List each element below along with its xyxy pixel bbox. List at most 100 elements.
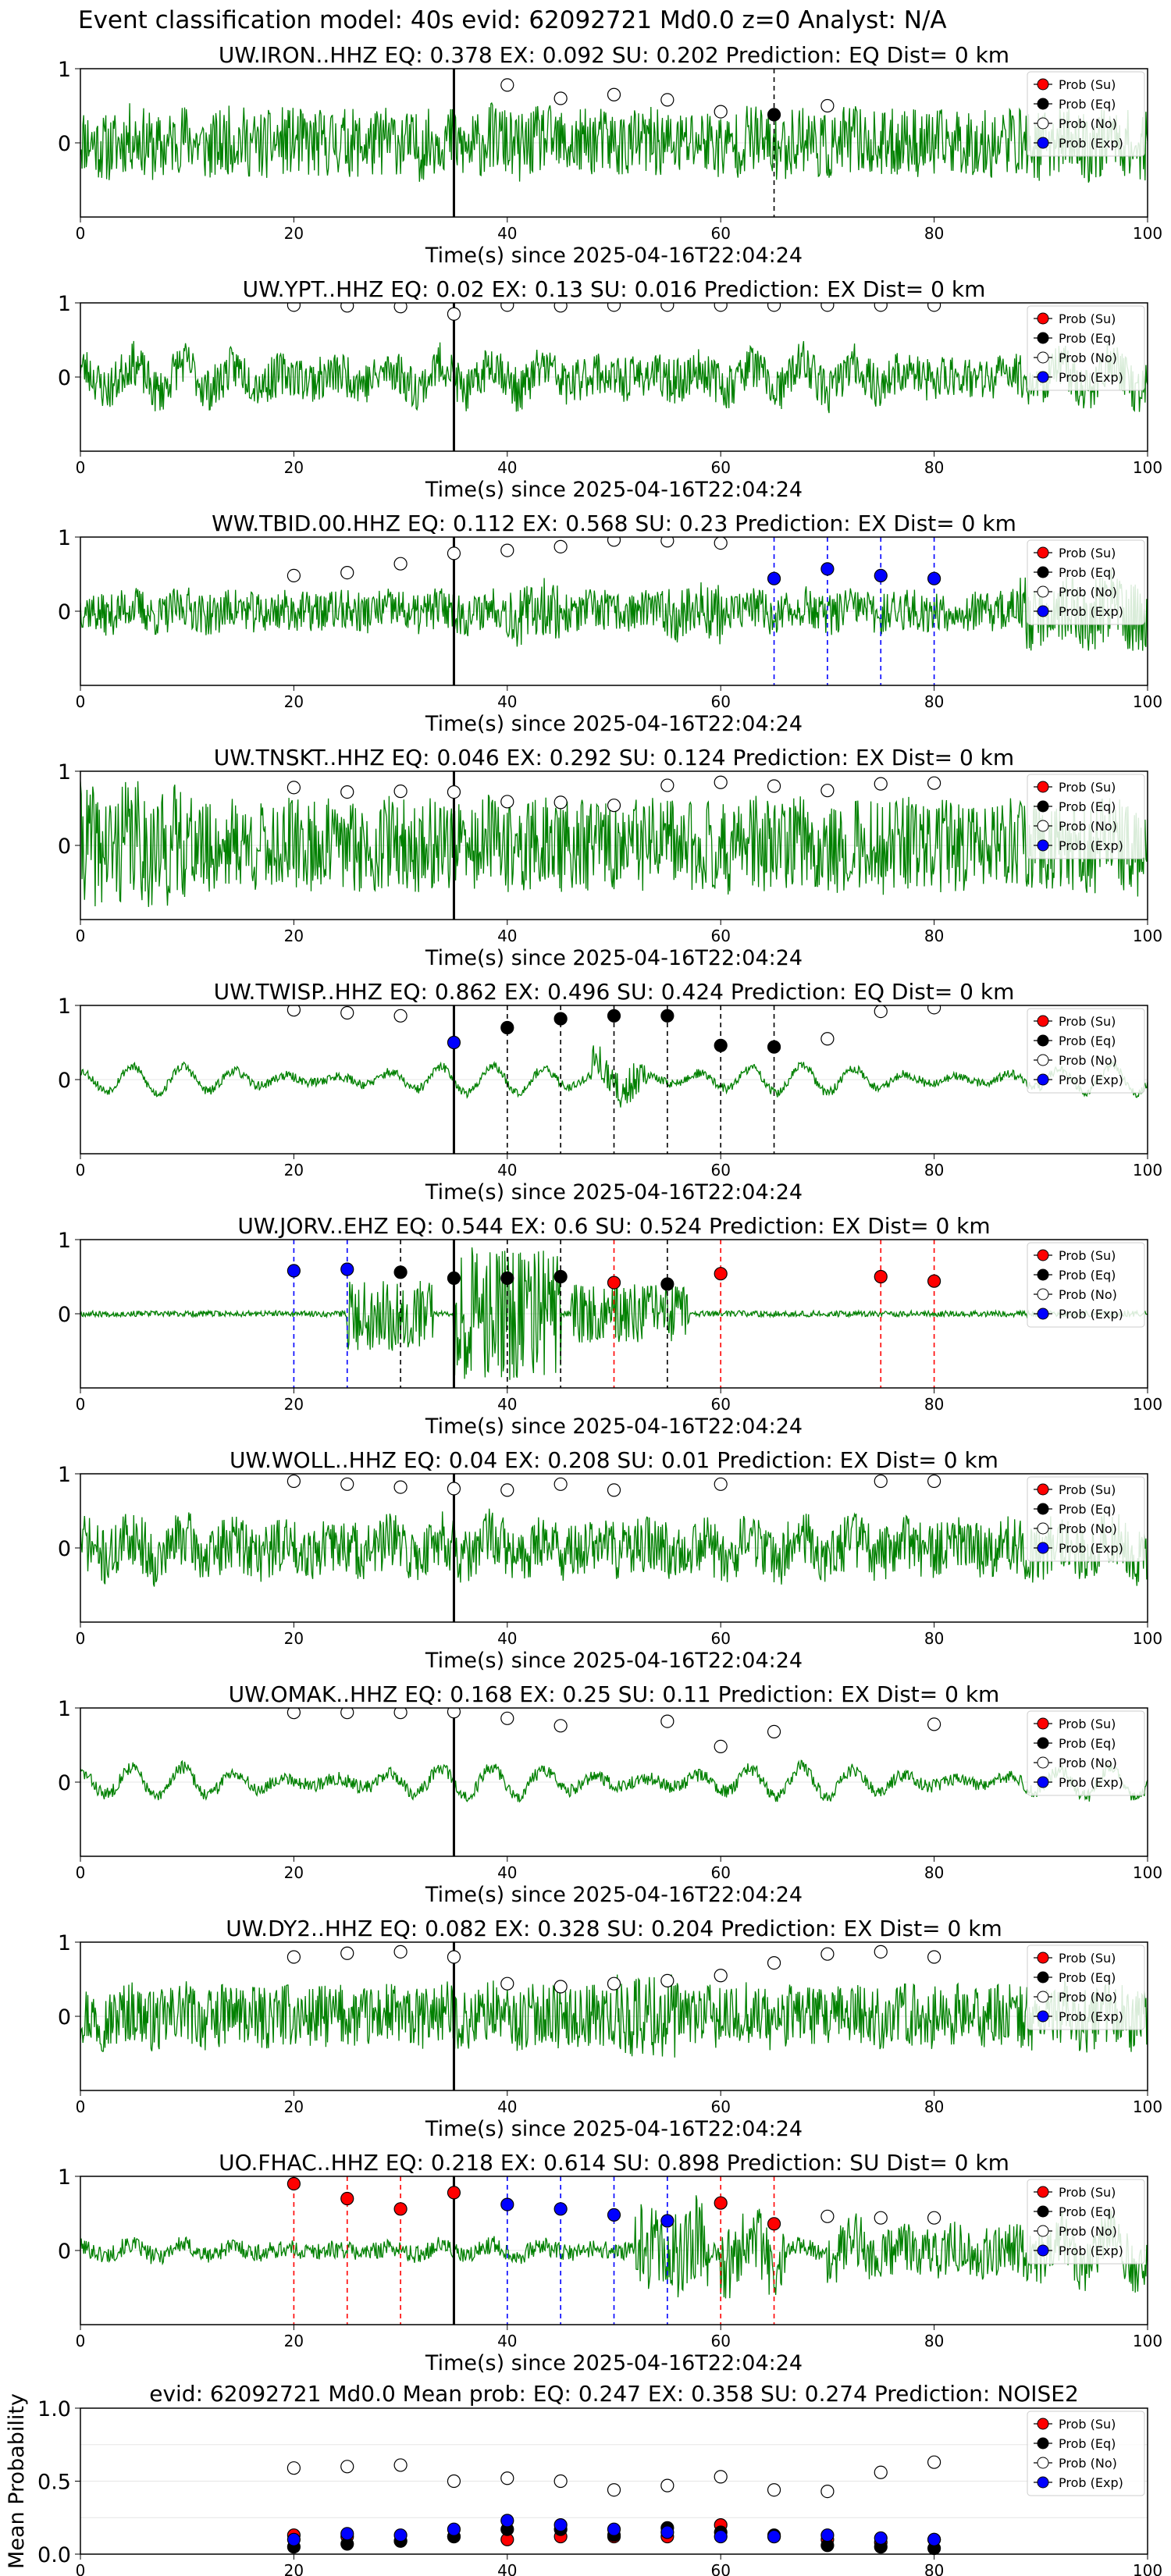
x-tick-label: 80	[924, 458, 944, 477]
prob-marker-no	[767, 1724, 781, 1738]
y-tick-label: 1	[58, 1463, 71, 1487]
mean-marker-exp	[874, 2531, 888, 2546]
legend-label-su: Prob (Su)	[1059, 2417, 1116, 2432]
legend-label-su: Prob (Su)	[1059, 1248, 1116, 1263]
prob-marker-no	[500, 795, 514, 809]
prob-marker-exp	[607, 2208, 621, 2222]
legend-label-no: Prob (No)	[1059, 1756, 1117, 1770]
prob-marker-no	[714, 105, 728, 119]
panel-plot-area	[80, 2176, 1148, 2325]
mean-marker-exp	[340, 2527, 354, 2541]
y-tick-label: 0	[58, 600, 71, 624]
prob-marker-su	[714, 1267, 728, 1281]
panel-title: UW.IRON..HHZ EQ: 0.378 EX: 0.092 SU: 0.2…	[219, 42, 1009, 68]
legend-marker-exp	[1037, 371, 1049, 383]
prob-marker-no	[393, 303, 408, 314]
x-tick-label: 80	[924, 692, 944, 711]
mean-marker-no	[874, 2465, 888, 2479]
x-tick-label: 20	[284, 2561, 304, 2576]
x-tick-label: 20	[284, 1395, 304, 1414]
prob-marker-no	[607, 87, 621, 101]
x-tick-label: 0	[76, 2097, 86, 2116]
x-tick-label: 40	[497, 2097, 517, 2116]
legend-marker-no	[1037, 117, 1049, 130]
prob-marker-eq	[447, 1271, 461, 1286]
chart-legend: Prob (Su) Prob (Eq) Prob (No) Prob (Exp)	[1027, 1476, 1145, 1562]
legend-marker-exp	[1037, 1542, 1049, 1554]
prob-marker-no	[820, 2209, 835, 2223]
prob-marker-su	[927, 1274, 941, 1288]
prob-marker-no	[874, 777, 888, 791]
x-tick-label: 0	[76, 458, 86, 477]
prob-marker-exp	[500, 2197, 514, 2211]
legend-marker-no	[1037, 1991, 1049, 2003]
prob-marker-exp	[340, 1262, 354, 1276]
x-tick-label: 80	[924, 2332, 944, 2350]
panel-plot-area	[80, 303, 1148, 451]
panel-title: evid: 62092721 Md0.0 Mean prob: EQ: 0.24…	[149, 2381, 1079, 2407]
y-tick-label: 0	[58, 1771, 71, 1795]
prob-marker-no	[607, 1976, 621, 1991]
prob-marker-no	[393, 557, 408, 571]
prob-marker-no	[927, 1474, 941, 1489]
prob-marker-no	[287, 1950, 301, 1964]
x-axis-label: Time(s) since 2025-04-16T22:04:24	[425, 1414, 803, 1439]
prob-marker-no	[447, 1708, 461, 1719]
panel-plot-area	[80, 1942, 1148, 2090]
x-tick-label: 80	[924, 2097, 944, 2116]
x-tick-label: 100	[1133, 2332, 1162, 2350]
panel-plot-area	[80, 1005, 1148, 1154]
legend-marker-no	[1037, 351, 1049, 364]
mean-marker-no	[553, 2474, 568, 2489]
prob-marker-no	[287, 1708, 301, 1720]
legend-label-no: Prob (No)	[1059, 1053, 1117, 1068]
prob-marker-no	[287, 568, 301, 583]
legend-marker-exp	[1037, 2244, 1049, 2257]
legend-marker-eq	[1037, 566, 1049, 578]
chart-legend: Prob (Su) Prob (Eq) Prob (No) Prob (Exp)	[1027, 539, 1145, 625]
legend-label-eq: Prob (Eq)	[1059, 1970, 1116, 1985]
prob-marker-no	[820, 303, 835, 312]
mean-marker-no	[500, 2471, 514, 2485]
prob-marker-no	[714, 303, 728, 312]
x-tick-label: 0	[76, 692, 86, 711]
legend-marker-no	[1037, 820, 1049, 832]
x-tick-label: 0	[76, 1863, 86, 1882]
x-tick-label: 60	[710, 2561, 730, 2576]
prob-marker-no	[767, 303, 781, 312]
mean-marker-exp	[714, 2529, 728, 2544]
prob-marker-su	[447, 2186, 461, 2200]
prob-marker-no	[500, 303, 514, 312]
y-tick-label: 1	[58, 1697, 71, 1721]
panel-title: UW.OMAK..HHZ EQ: 0.168 EX: 0.25 SU: 0.11…	[229, 1681, 1000, 1707]
legend-frame	[1027, 1476, 1145, 1562]
x-tick-label: 100	[1133, 1161, 1162, 1179]
y-tick-label: 0	[58, 834, 71, 859]
legend-marker-su	[1037, 1249, 1049, 1261]
legend-marker-eq	[1037, 2205, 1049, 2218]
prob-marker-no	[820, 784, 835, 798]
legend-marker-eq	[1037, 1503, 1049, 1515]
mean-marker-no	[340, 2460, 354, 2474]
legend-label-exp: Prob (Exp)	[1059, 370, 1123, 385]
prob-marker-no	[500, 543, 514, 557]
legend-label-exp: Prob (Exp)	[1059, 1073, 1123, 1087]
prob-marker-exp	[553, 2202, 568, 2216]
x-tick-label: 20	[284, 2332, 304, 2350]
chart-legend: Prob (Su) Prob (Eq) Prob (No) Prob (Exp)	[1027, 71, 1145, 157]
x-tick-label: 0	[76, 1629, 86, 1648]
x-tick-label: 20	[284, 1629, 304, 1648]
prob-marker-exp	[447, 1035, 461, 1050]
legend-marker-no	[1037, 585, 1049, 598]
mean-marker-no	[287, 2461, 301, 2475]
x-tick-label: 60	[710, 224, 730, 243]
x-tick-label: 80	[924, 224, 944, 243]
prob-marker-no	[660, 93, 674, 107]
x-tick-label: 0	[76, 2561, 86, 2576]
y-tick-label: 0	[58, 2240, 71, 2264]
panel-plot-area	[80, 1708, 1148, 1856]
prob-marker-exp	[767, 571, 781, 585]
prob-marker-no	[927, 1005, 941, 1015]
x-tick-label: 100	[1133, 692, 1162, 711]
mean-marker-no	[714, 2470, 728, 2484]
